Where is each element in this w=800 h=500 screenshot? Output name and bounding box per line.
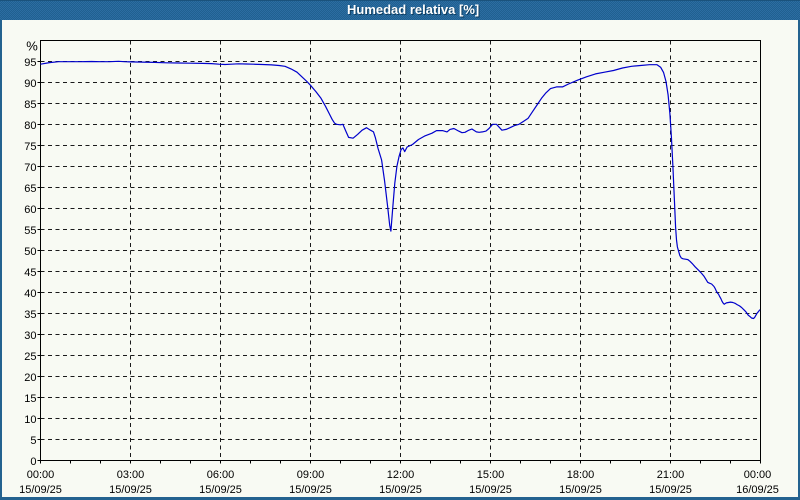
svg-text:%: % [26,38,38,53]
svg-text:35: 35 [24,309,36,321]
svg-text:03:00: 03:00 [117,469,145,481]
svg-text:50: 50 [24,246,36,258]
svg-text:0: 0 [30,456,36,468]
svg-text:12:00: 12:00 [387,469,415,481]
svg-text:15/09/25: 15/09/25 [19,484,62,496]
svg-text:15/09/25: 15/09/25 [289,484,332,496]
svg-text:70: 70 [24,162,36,174]
svg-text:55: 55 [24,225,36,237]
svg-text:21:00: 21:00 [657,469,685,481]
svg-text:15: 15 [24,393,36,405]
svg-text:65: 65 [24,183,36,195]
svg-text:90: 90 [24,78,36,90]
svg-text:15/09/25: 15/09/25 [469,484,512,496]
svg-text:85: 85 [24,99,36,111]
svg-text:45: 45 [24,267,36,279]
svg-text:25: 25 [24,351,36,363]
svg-text:40: 40 [24,288,36,300]
svg-text:16/09/25: 16/09/25 [736,484,779,496]
svg-text:15/09/25: 15/09/25 [199,484,242,496]
svg-text:15/09/25: 15/09/25 [379,484,422,496]
svg-text:5: 5 [30,435,36,447]
svg-text:95: 95 [24,57,36,69]
svg-text:10: 10 [24,414,36,426]
svg-text:60: 60 [24,204,36,216]
svg-text:06:00: 06:00 [207,469,235,481]
svg-text:09:00: 09:00 [297,469,325,481]
svg-text:15/09/25: 15/09/25 [109,484,152,496]
svg-text:30: 30 [24,330,36,342]
svg-text:00:00: 00:00 [744,469,772,481]
svg-text:18:00: 18:00 [567,469,595,481]
svg-text:15/09/25: 15/09/25 [649,484,692,496]
svg-text:75: 75 [24,141,36,153]
svg-text:20: 20 [24,372,36,384]
svg-text:00:00: 00:00 [27,469,55,481]
svg-text:80: 80 [24,120,36,132]
svg-text:15:00: 15:00 [477,469,505,481]
svg-text:15/09/25: 15/09/25 [559,484,602,496]
